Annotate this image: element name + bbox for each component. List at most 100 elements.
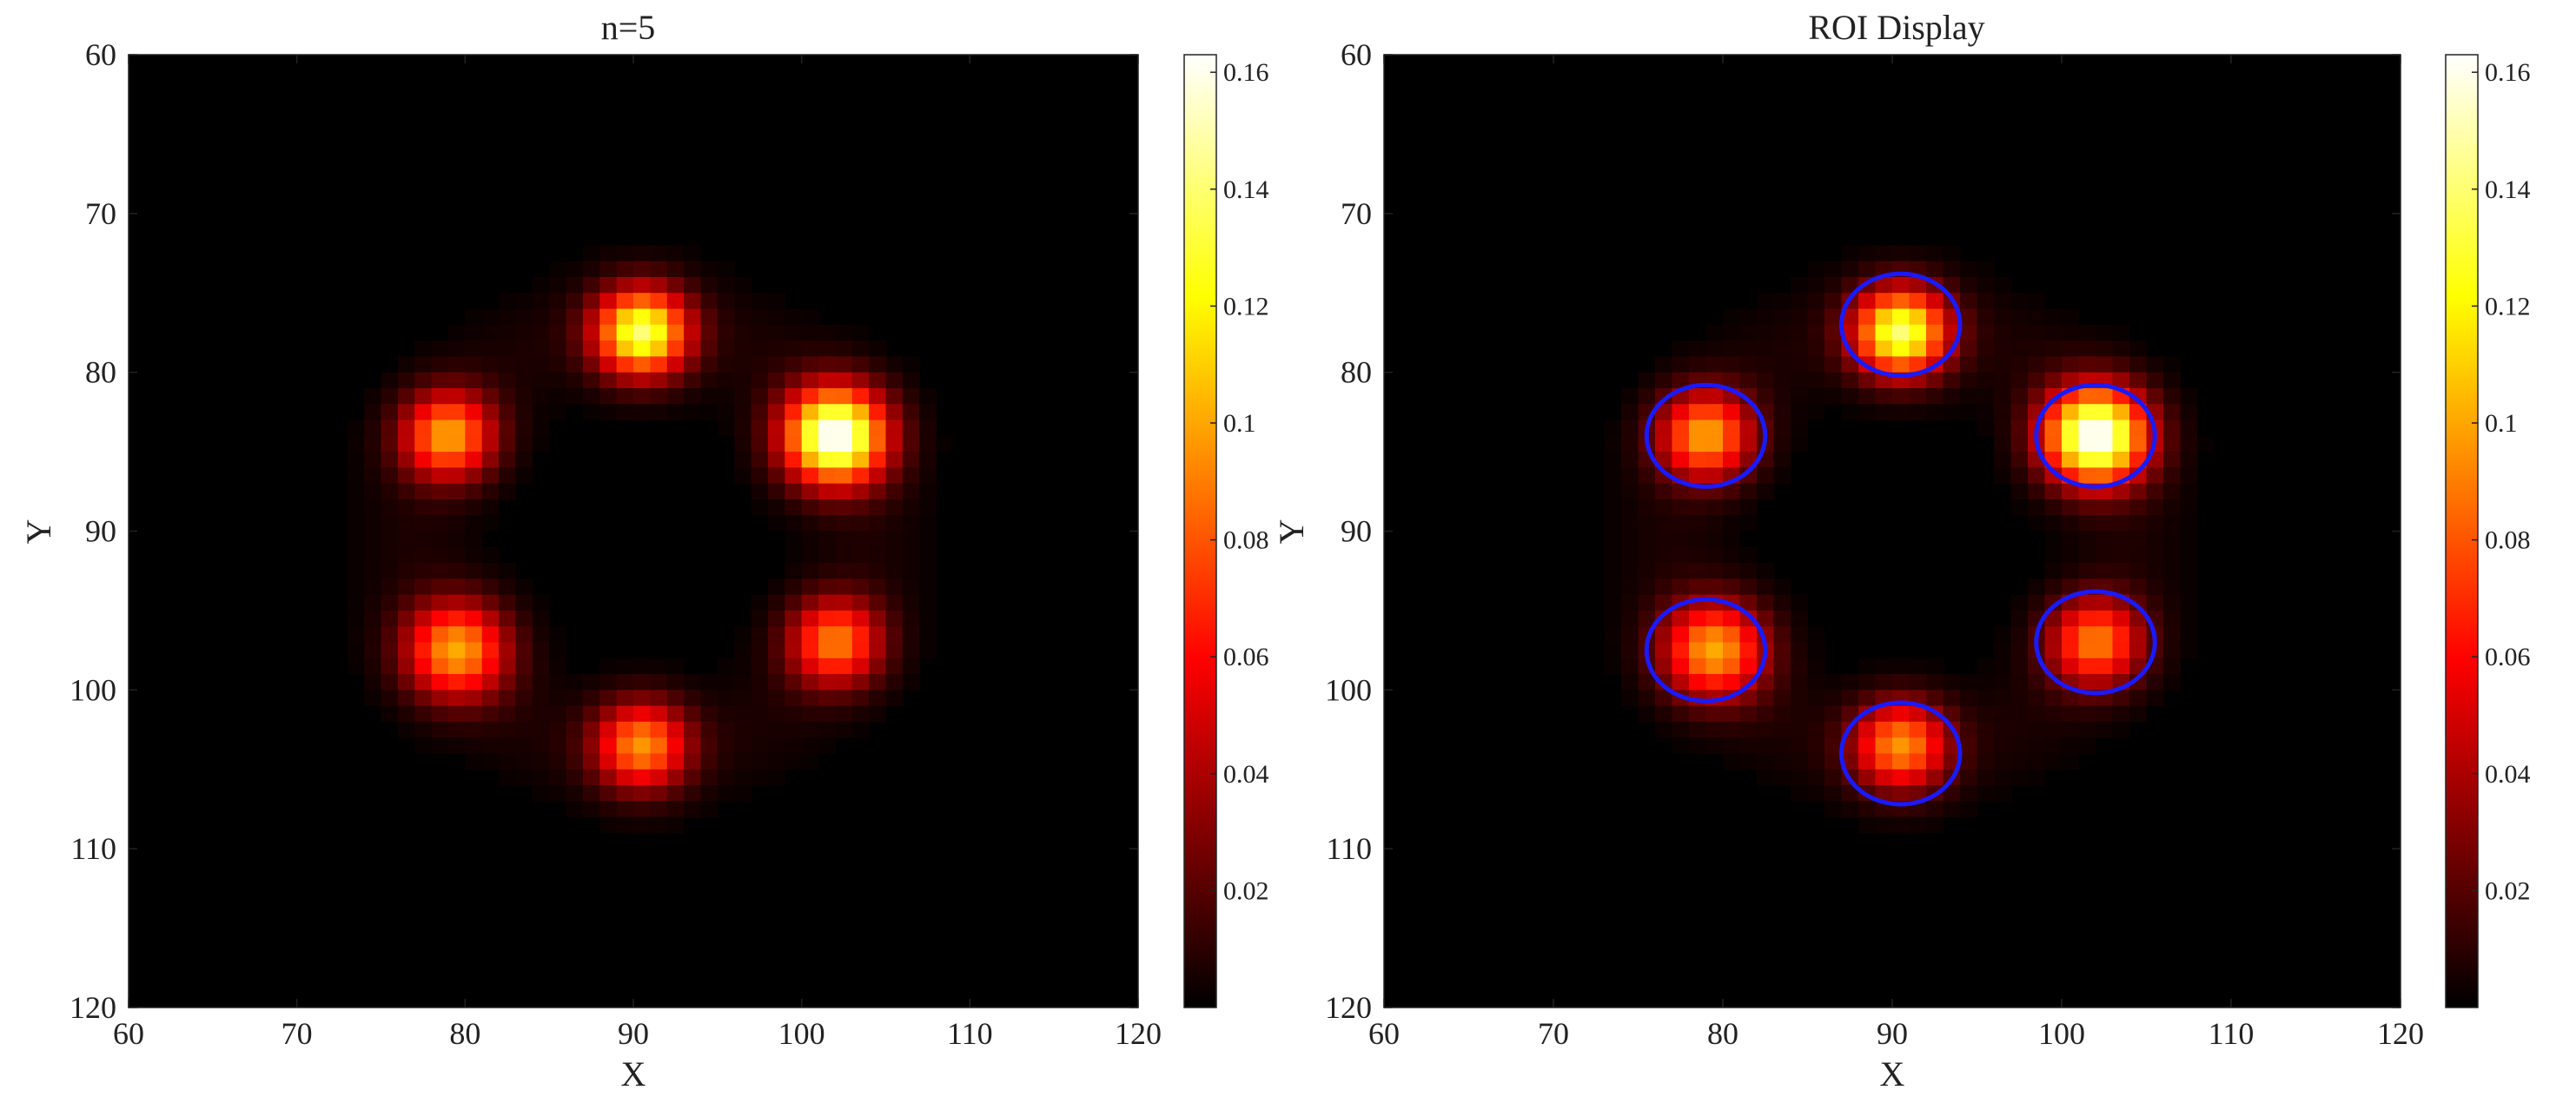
heatmap-cell (633, 356, 651, 373)
heatmap-cell (1807, 293, 1825, 310)
heatmap-cell (666, 737, 685, 755)
heatmap-cell (818, 452, 836, 468)
heatmap-cell (549, 721, 567, 738)
heatmap-cell (2028, 690, 2046, 707)
heatmap-cell (549, 753, 567, 770)
heatmap-cell (835, 356, 853, 373)
heatmap-cell (1672, 626, 1690, 644)
heatmap-cell (2028, 372, 2046, 389)
heatmap-cell (767, 420, 785, 437)
heatmap-cell (1824, 308, 1843, 326)
heatmap-cell (1705, 420, 1724, 437)
heatmap-cell (1791, 293, 1809, 310)
heatmap-cell (364, 610, 382, 627)
heatmap-cell (785, 531, 803, 548)
heatmap-cell (650, 387, 668, 405)
heatmap-cell (616, 340, 634, 357)
heatmap-cell (734, 276, 752, 294)
heatmap-cell (666, 721, 685, 738)
heatmap-cell (751, 674, 769, 690)
heatmap-cell (616, 324, 634, 341)
heatmap-cell (1655, 657, 1673, 675)
heatmap-cell (2062, 610, 2080, 627)
heatmap-cell (2096, 563, 2114, 579)
heatmap-cell (364, 499, 382, 516)
heatmap-cell (1807, 308, 1825, 326)
heatmap-cell (2010, 705, 2029, 723)
heatmap-cell (2028, 737, 2046, 755)
heatmap-cell (499, 293, 517, 310)
heatmap-cell (1757, 674, 1775, 690)
heatmap-cell (616, 261, 634, 278)
heatmap-cell (532, 435, 550, 453)
heatmap-cell (447, 420, 466, 437)
heatmap-cell (902, 674, 920, 690)
heatmap-cell (2163, 563, 2182, 579)
heatmap-cell (532, 276, 550, 294)
heatmap-cell (364, 674, 382, 690)
heatmap-cell (1757, 483, 1775, 500)
heatmap-cell (381, 467, 399, 485)
heatmap-cell (381, 578, 399, 596)
heatmap-cell (1841, 245, 1859, 262)
heatmap-cell (767, 515, 785, 532)
heatmap-cell (1672, 531, 1690, 548)
heatmap-cell (2028, 674, 2046, 690)
heatmap-cell (532, 420, 550, 437)
heatmap-cell (1739, 404, 1758, 421)
heatmap-cell (481, 546, 500, 564)
heatmap-cell (885, 563, 904, 579)
heatmap-cell (481, 610, 500, 627)
heatmap-cell (1723, 642, 1741, 659)
heatmap-cell (465, 594, 483, 611)
heatmap-cell (801, 340, 819, 357)
heatmap-cell (1739, 657, 1758, 675)
heatmap-cell (818, 467, 836, 485)
heatmap-cell (1773, 610, 1791, 627)
heatmap-cell (381, 657, 399, 675)
heatmap-cell (1824, 721, 1843, 738)
heatmap-cell (1994, 435, 2012, 453)
heatmap-cell (566, 261, 584, 278)
heatmap-cell (2096, 705, 2114, 723)
heatmap-cell (1791, 308, 1809, 326)
heatmap-cell (532, 753, 550, 770)
heatmap-cell (801, 563, 819, 579)
heatmap-cell (499, 324, 517, 341)
heatmap-cell (599, 737, 618, 755)
heatmap-cell (1824, 753, 1843, 770)
heatmap-cell (1909, 245, 1927, 262)
heatmap-cell (1773, 769, 1791, 786)
heatmap-cell (1773, 657, 1791, 675)
heatmap-cell (1858, 816, 1877, 834)
heatmap-cell (549, 340, 567, 357)
heatmap-cell (2129, 531, 2148, 548)
heatmap-cell (1773, 690, 1791, 707)
heatmap-cell (1638, 610, 1656, 627)
heatmap-cell (414, 340, 433, 357)
heatmap-cell (633, 801, 651, 818)
heatmap-cell (751, 626, 769, 644)
heatmap-cell (532, 785, 550, 802)
heatmap-cell (549, 324, 567, 341)
heatmap-cell (818, 721, 836, 738)
panel-1-colorbar-ticks: 0.020.040.060.080.10.120.140.16 (1210, 58, 1269, 905)
heatmap-cell (465, 420, 483, 437)
heatmap-cell (582, 245, 600, 262)
heatmap-cell (549, 404, 567, 421)
heatmap-cell (2180, 578, 2198, 596)
heatmap-cell (447, 531, 466, 548)
heatmap-cell (1943, 387, 1961, 405)
heatmap-cell (532, 657, 550, 675)
heatmap-cell (381, 404, 399, 421)
heatmap-cell (885, 515, 904, 532)
heatmap-cell (666, 340, 685, 357)
heatmap-cell (582, 769, 600, 786)
heatmap-cell (767, 753, 785, 770)
panel-1-colorbar: 0.020.040.060.080.10.120.140.16 (1183, 54, 1269, 1008)
heatmap-cell (2146, 515, 2164, 532)
panel-2-colorbar-ticks: 0.020.040.060.080.10.120.140.16 (2472, 58, 2531, 905)
heatmap-cell (1773, 705, 1791, 723)
heatmap-cell (2010, 467, 2029, 485)
